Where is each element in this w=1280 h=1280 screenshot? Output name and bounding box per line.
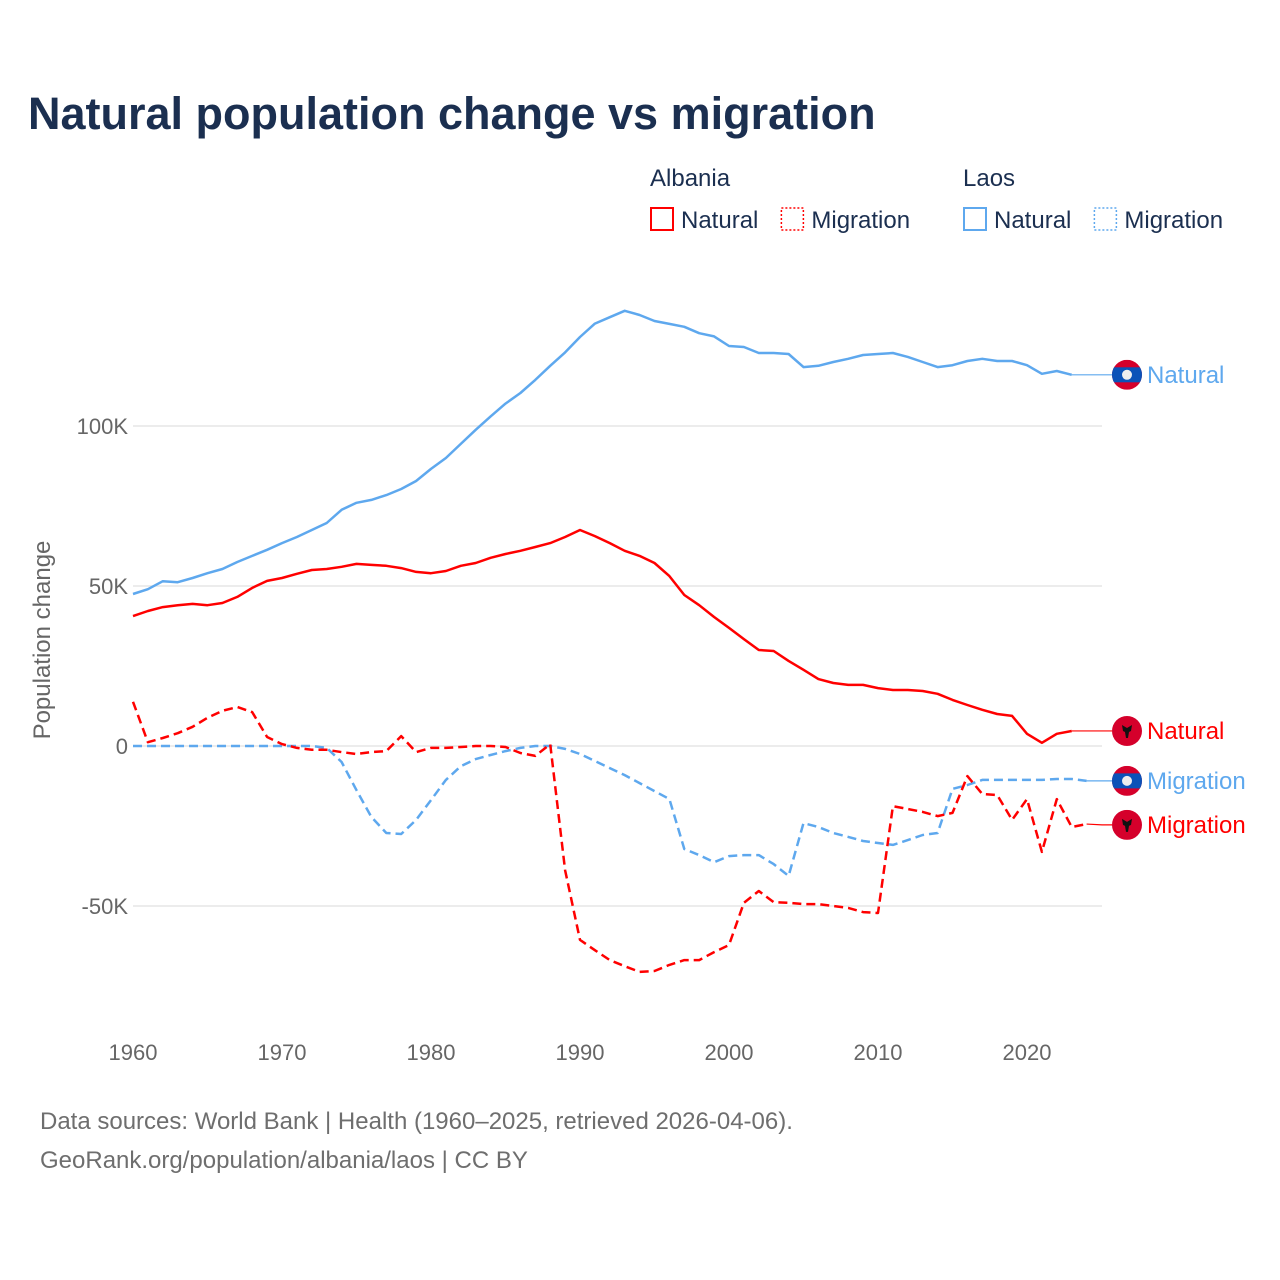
flag-eagle [1122, 818, 1132, 832]
y-tick-label: 100K [77, 414, 129, 439]
y-tick-label: -50K [82, 894, 129, 919]
footer-link[interactable]: GeoRank.org/population/albania/laos | CC… [40, 1147, 528, 1174]
legend-group-title: Albania [650, 165, 731, 192]
legend-swatch-dotted [780, 207, 805, 231]
laos-flag-icon [1112, 359, 1142, 390]
x-tick-label: 2000 [705, 1040, 754, 1065]
flag-body [1112, 765, 1142, 796]
series-line-albania-natural [132, 528, 1072, 745]
x-tick-labels: 1960 1970 1980 1990 2000 2010 2020 [109, 1040, 1052, 1065]
series-lines [131, 309, 1112, 974]
flag-white-disc [1122, 775, 1132, 786]
albania-flag-icon [1112, 715, 1142, 746]
end-labels: Natural Natural Migration Migration [1112, 359, 1246, 840]
flag-body [1112, 715, 1142, 746]
series-line-laos-migration [133, 744, 1087, 878]
legend: Albania Natural Migration Laos Natural Migrat… [650, 165, 1223, 234]
flag-body [1112, 359, 1142, 390]
y-axis-label: Population change [29, 541, 56, 740]
x-tick-label: 1960 [109, 1040, 158, 1065]
end-label: Migration [1147, 812, 1246, 839]
series-line-laos-natural [132, 309, 1073, 596]
connector-line [1086, 823, 1112, 826]
flag-white-disc [1122, 369, 1132, 380]
legend-group-title: Laos [963, 165, 1015, 192]
legend-swatch-solid [963, 207, 987, 231]
x-tick-label: 1990 [556, 1040, 605, 1065]
albania-flag-icon [1112, 809, 1142, 840]
laos-flag-icon [1112, 765, 1142, 796]
legend-item-label: Natural [681, 207, 758, 234]
y-tick-label: 0 [116, 734, 128, 759]
y-tick-label: 50K [89, 574, 128, 599]
y-tick-labels: -50K 0 50K 100K [77, 414, 129, 919]
legend-item-label: Natural [994, 207, 1071, 234]
grid-lines [133, 425, 1102, 907]
end-label: Natural [1147, 718, 1224, 745]
x-tick-label: 1970 [258, 1040, 307, 1065]
legend-item-label: Migration [1124, 207, 1223, 234]
chart-title: Natural population change vs migration [28, 88, 876, 139]
flag-body [1112, 809, 1142, 840]
legend-item-label: Migration [811, 207, 910, 234]
flag-eagle [1122, 724, 1132, 738]
x-tick-label: 2020 [1003, 1040, 1052, 1065]
legend-swatch-dotted [1093, 207, 1118, 231]
series-line-albania-migration [131, 701, 1087, 974]
end-label: Migration [1147, 768, 1246, 795]
footer-source: Data sources: World Bank | Health (1960–… [40, 1108, 793, 1135]
x-tick-label: 2010 [854, 1040, 903, 1065]
x-tick-label: 1980 [407, 1040, 456, 1065]
end-label: Natural [1147, 362, 1224, 389]
legend-swatch-solid [650, 207, 674, 231]
